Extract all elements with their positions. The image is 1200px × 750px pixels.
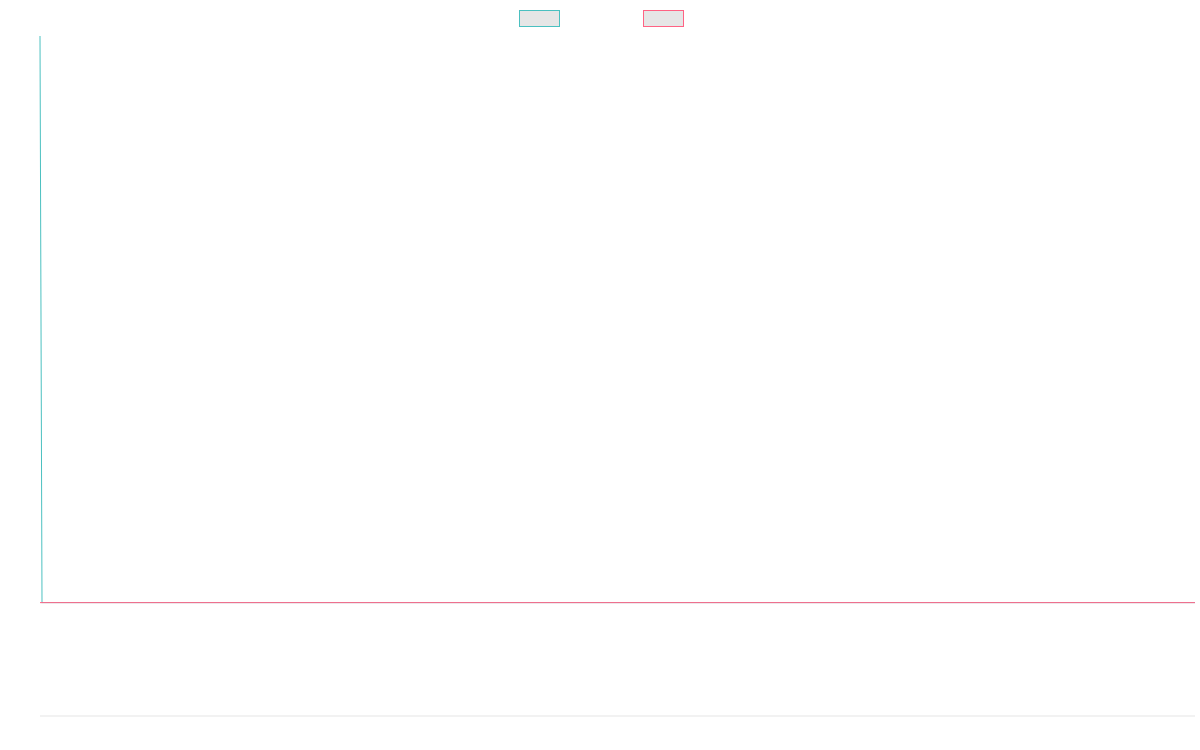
legend-swatch-1 (519, 10, 560, 27)
series-line-1 (39, 35, 1195, 604)
legend-swatch-2 (643, 10, 684, 27)
